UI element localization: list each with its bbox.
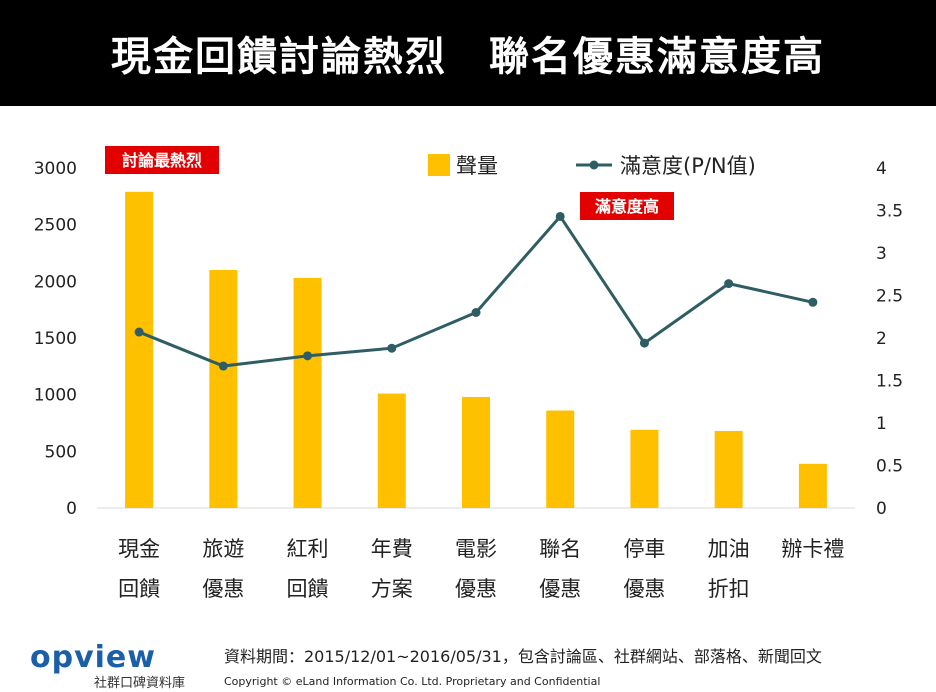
y-right-tick-label: 3 bbox=[876, 244, 887, 264]
bar bbox=[293, 277, 322, 508]
y-right-tick-label: 2.5 bbox=[876, 287, 903, 307]
hot-label-box bbox=[105, 146, 219, 174]
y-right-tick-label: 2 bbox=[876, 329, 887, 349]
chart: 0 500 1000 1500 2000 2500 3000 0 0.5 1 1.5 2 2.5 3 3.… bbox=[34, 146, 903, 601]
title-bar: 現金回饋討論熱烈 聯名優惠滿意度高 bbox=[0, 0, 936, 106]
y-right-tick-label: 3.5 bbox=[876, 202, 903, 222]
y-left-tick-label: 1500 bbox=[34, 329, 77, 349]
opview-logo: opview bbox=[30, 640, 156, 675]
x-tick-label: 旅遊 bbox=[202, 537, 244, 561]
line-point bbox=[303, 351, 313, 361]
y-right-tick-label: 1.5 bbox=[876, 372, 903, 392]
y-right-tick-label: 0 bbox=[876, 499, 887, 519]
copyright: Copyright © eLand Information Co. Ltd. P… bbox=[224, 675, 601, 688]
line-point bbox=[134, 327, 144, 337]
satisfaction-label-box bbox=[580, 192, 674, 220]
x-tick-label: 紅利 bbox=[287, 537, 329, 561]
x-tick-label: 折扣 bbox=[708, 577, 750, 601]
line-point bbox=[555, 211, 565, 221]
y-right-tick-label: 1 bbox=[876, 414, 887, 434]
x-tick-label: 優惠 bbox=[202, 577, 244, 601]
x-tick-label: 現金 bbox=[118, 537, 160, 561]
y-left-tick-label: 2000 bbox=[34, 272, 77, 292]
line-point bbox=[387, 343, 397, 353]
x-tick-label: 回饋 bbox=[118, 577, 160, 601]
line-point bbox=[639, 338, 649, 348]
y-right-tick-label: 4 bbox=[876, 159, 887, 179]
y-right-tick-label: 0.5 bbox=[876, 457, 903, 477]
x-tick-label: 優惠 bbox=[455, 577, 497, 601]
legend-bar-swatch bbox=[428, 154, 450, 176]
page-title: 現金回饋討論熱烈 聯名優惠滿意度高 bbox=[111, 34, 825, 80]
satisfaction-line bbox=[138, 213, 814, 368]
line-point bbox=[724, 279, 734, 289]
y-left-tick-label: 3000 bbox=[34, 159, 77, 179]
bar bbox=[546, 410, 575, 508]
bar bbox=[377, 393, 406, 508]
x-tick-label: 回饋 bbox=[287, 577, 329, 601]
hot-label: 討論最熱烈 bbox=[122, 151, 202, 170]
x-tick-label: 優惠 bbox=[623, 577, 665, 601]
x-tick-label: 年費 bbox=[371, 537, 413, 561]
x-tick-label: 辦卡禮 bbox=[781, 537, 844, 561]
line-point bbox=[471, 308, 481, 317]
bar bbox=[714, 430, 743, 508]
x-tick-label: 方案 bbox=[371, 577, 413, 601]
bar bbox=[462, 396, 490, 508]
x-tick-label: 優惠 bbox=[539, 577, 581, 601]
x-tick-label: 電影 bbox=[455, 537, 497, 561]
y-left-tick-label: 0 bbox=[66, 499, 77, 519]
legend-line-marker bbox=[589, 160, 599, 170]
data-period-note: 資料期間：2015/12/01~2016/05/31，包含討論區、社群網站、部落… bbox=[224, 647, 822, 666]
x-tick-label: 加油 bbox=[708, 537, 750, 561]
y-left-tick-label: 500 bbox=[45, 442, 77, 462]
bar bbox=[798, 463, 827, 508]
line-point bbox=[218, 361, 228, 371]
legend-bar-label: 聲量 bbox=[456, 154, 498, 178]
y-left-tick-label: 1000 bbox=[34, 386, 77, 406]
logo-subtitle: 社群口碑資料庫 bbox=[94, 676, 186, 691]
bar bbox=[125, 191, 154, 509]
bar bbox=[209, 270, 238, 508]
line-point bbox=[808, 297, 818, 307]
x-tick-label: 停車 bbox=[623, 537, 665, 561]
legend-line-label: 滿意度(P/N值) bbox=[620, 154, 756, 178]
bar bbox=[630, 429, 659, 508]
satisfaction-label: 滿意度高 bbox=[595, 197, 659, 216]
y-left-tick-label: 2500 bbox=[34, 216, 77, 236]
x-tick-label: 聯名 bbox=[539, 537, 581, 561]
